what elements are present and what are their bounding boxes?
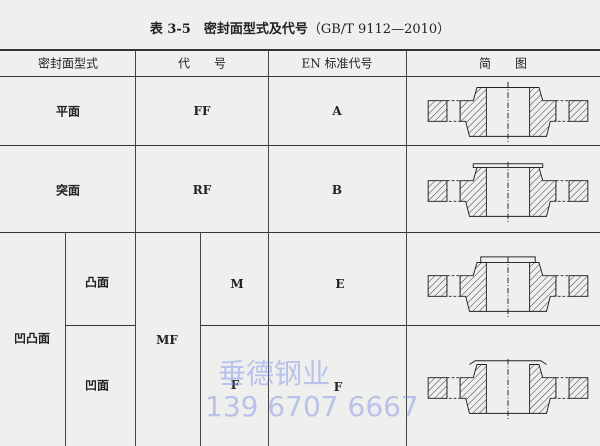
female-face-flange-diagram [427,358,589,419]
raised-face-flange-diagram [427,161,589,222]
header-diagram: 简 图 [478,56,528,71]
cell-en: E [335,277,345,291]
table-title: 表 3-5 密封面型式及代号（GB/T 9112—2010） [149,22,451,37]
flat-face-flange-diagram [427,81,589,142]
cell-subtype: 凹面 [84,378,110,393]
cell-type: 突面 [55,183,81,198]
cell-subcode: F [230,378,240,392]
cell-en: B [331,183,343,197]
cell-subcode: M [230,277,244,291]
cell-type: 凹凸面 [13,331,51,346]
header-seal-type: 密封面型式 [37,56,99,71]
cell-en: F [333,380,343,394]
cell-code: RF [192,183,212,197]
watermark-name: 垂德钢业 [218,357,331,390]
cell-subtype: 凸面 [84,275,110,290]
header-code: 代 号 [177,56,227,71]
header-en-code: EN 标准代号 [301,56,373,71]
cell-en: A [332,104,342,118]
cell-type: 平面 [55,104,81,119]
cell-code: FF [193,104,211,118]
watermark-phone: 139 6707 6667 [205,390,419,423]
male-face-flange-diagram [427,256,589,317]
cell-code: MF [156,333,178,347]
